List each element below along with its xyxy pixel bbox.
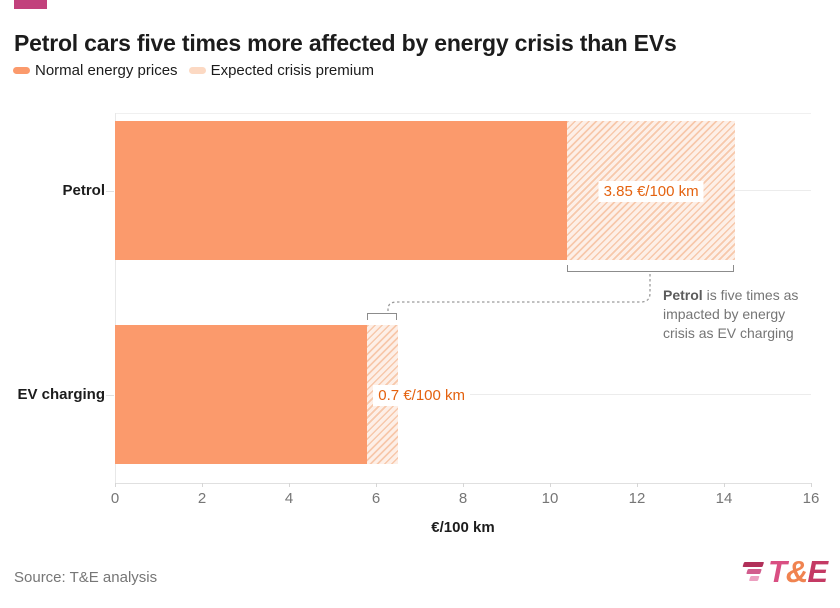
ev-premium-bracket (367, 313, 397, 320)
plot-area: 3.85 €/100 km 0.7 €/100 km 0 2 4 6 8 10 12 14 16 (111, 113, 819, 507)
legend-swatch-premium (188, 67, 206, 74)
category-label-petrol: Petrol (62, 181, 105, 199)
x-tick-mark (289, 483, 290, 487)
legend-label-premium: Expected crisis premium (210, 62, 374, 79)
x-tick-label: 12 (628, 490, 646, 507)
x-tick-mark (115, 483, 116, 487)
petrol-premium-bracket (567, 265, 734, 272)
premium-value-label: 3.85 €/100 km (598, 180, 704, 202)
x-tick-mark (550, 483, 551, 487)
x-tick-mark (811, 483, 812, 487)
legend-swatch-normal (13, 67, 30, 74)
logo-ampersand: & (785, 554, 808, 589)
logo-stripe (742, 562, 765, 567)
te-logo: T&E (738, 554, 828, 589)
x-tick-label: 16 (802, 490, 820, 507)
x-tick-mark (376, 483, 377, 487)
logo-letter-e: E (807, 554, 828, 589)
bar-normal-ev (115, 325, 368, 464)
x-tick-label: 0 (110, 490, 120, 507)
logo-letter-t: T (767, 554, 787, 589)
x-tick-label: 6 (371, 490, 381, 507)
te-logo-stripes-icon (738, 562, 765, 581)
category-tick (106, 190, 114, 192)
x-tick-mark (637, 483, 638, 487)
x-tick-mark (724, 483, 725, 487)
annotation-text: Petrol is five times as impacted by ener… (663, 287, 799, 341)
bar-normal-petrol (115, 121, 568, 260)
logo-stripe (746, 569, 762, 574)
x-tick-mark (463, 483, 464, 487)
category-tick (106, 394, 114, 396)
zero-axis-line (115, 113, 116, 483)
x-tick-label: 8 (458, 490, 468, 507)
legend: Normal energy prices Expected crisis pre… (13, 62, 374, 79)
x-tick-mark (202, 483, 203, 487)
x-tick-label: 4 (284, 490, 294, 507)
plot-top-border (115, 113, 811, 114)
legend-item-premium: Expected crisis premium (188, 62, 374, 79)
premium-value-label: 0.7 €/100 km (373, 384, 471, 406)
x-tick-label: 14 (715, 490, 733, 507)
source-text: Source: T&E analysis (14, 569, 158, 586)
x-tick-label: 10 (541, 490, 559, 507)
x-axis-title: €/100 km (431, 519, 495, 536)
legend-label-normal: Normal energy prices (35, 62, 178, 79)
logo-stripe (748, 576, 760, 581)
category-label-ev-charging: EV charging (17, 385, 105, 403)
te-logo-text: T&E (767, 554, 828, 589)
chart-title: Petrol cars five times more affected by … (14, 30, 677, 57)
legend-item-normal: Normal energy prices (13, 62, 178, 79)
x-tick-label: 2 (197, 490, 207, 507)
brand-accent-bar (14, 0, 47, 9)
